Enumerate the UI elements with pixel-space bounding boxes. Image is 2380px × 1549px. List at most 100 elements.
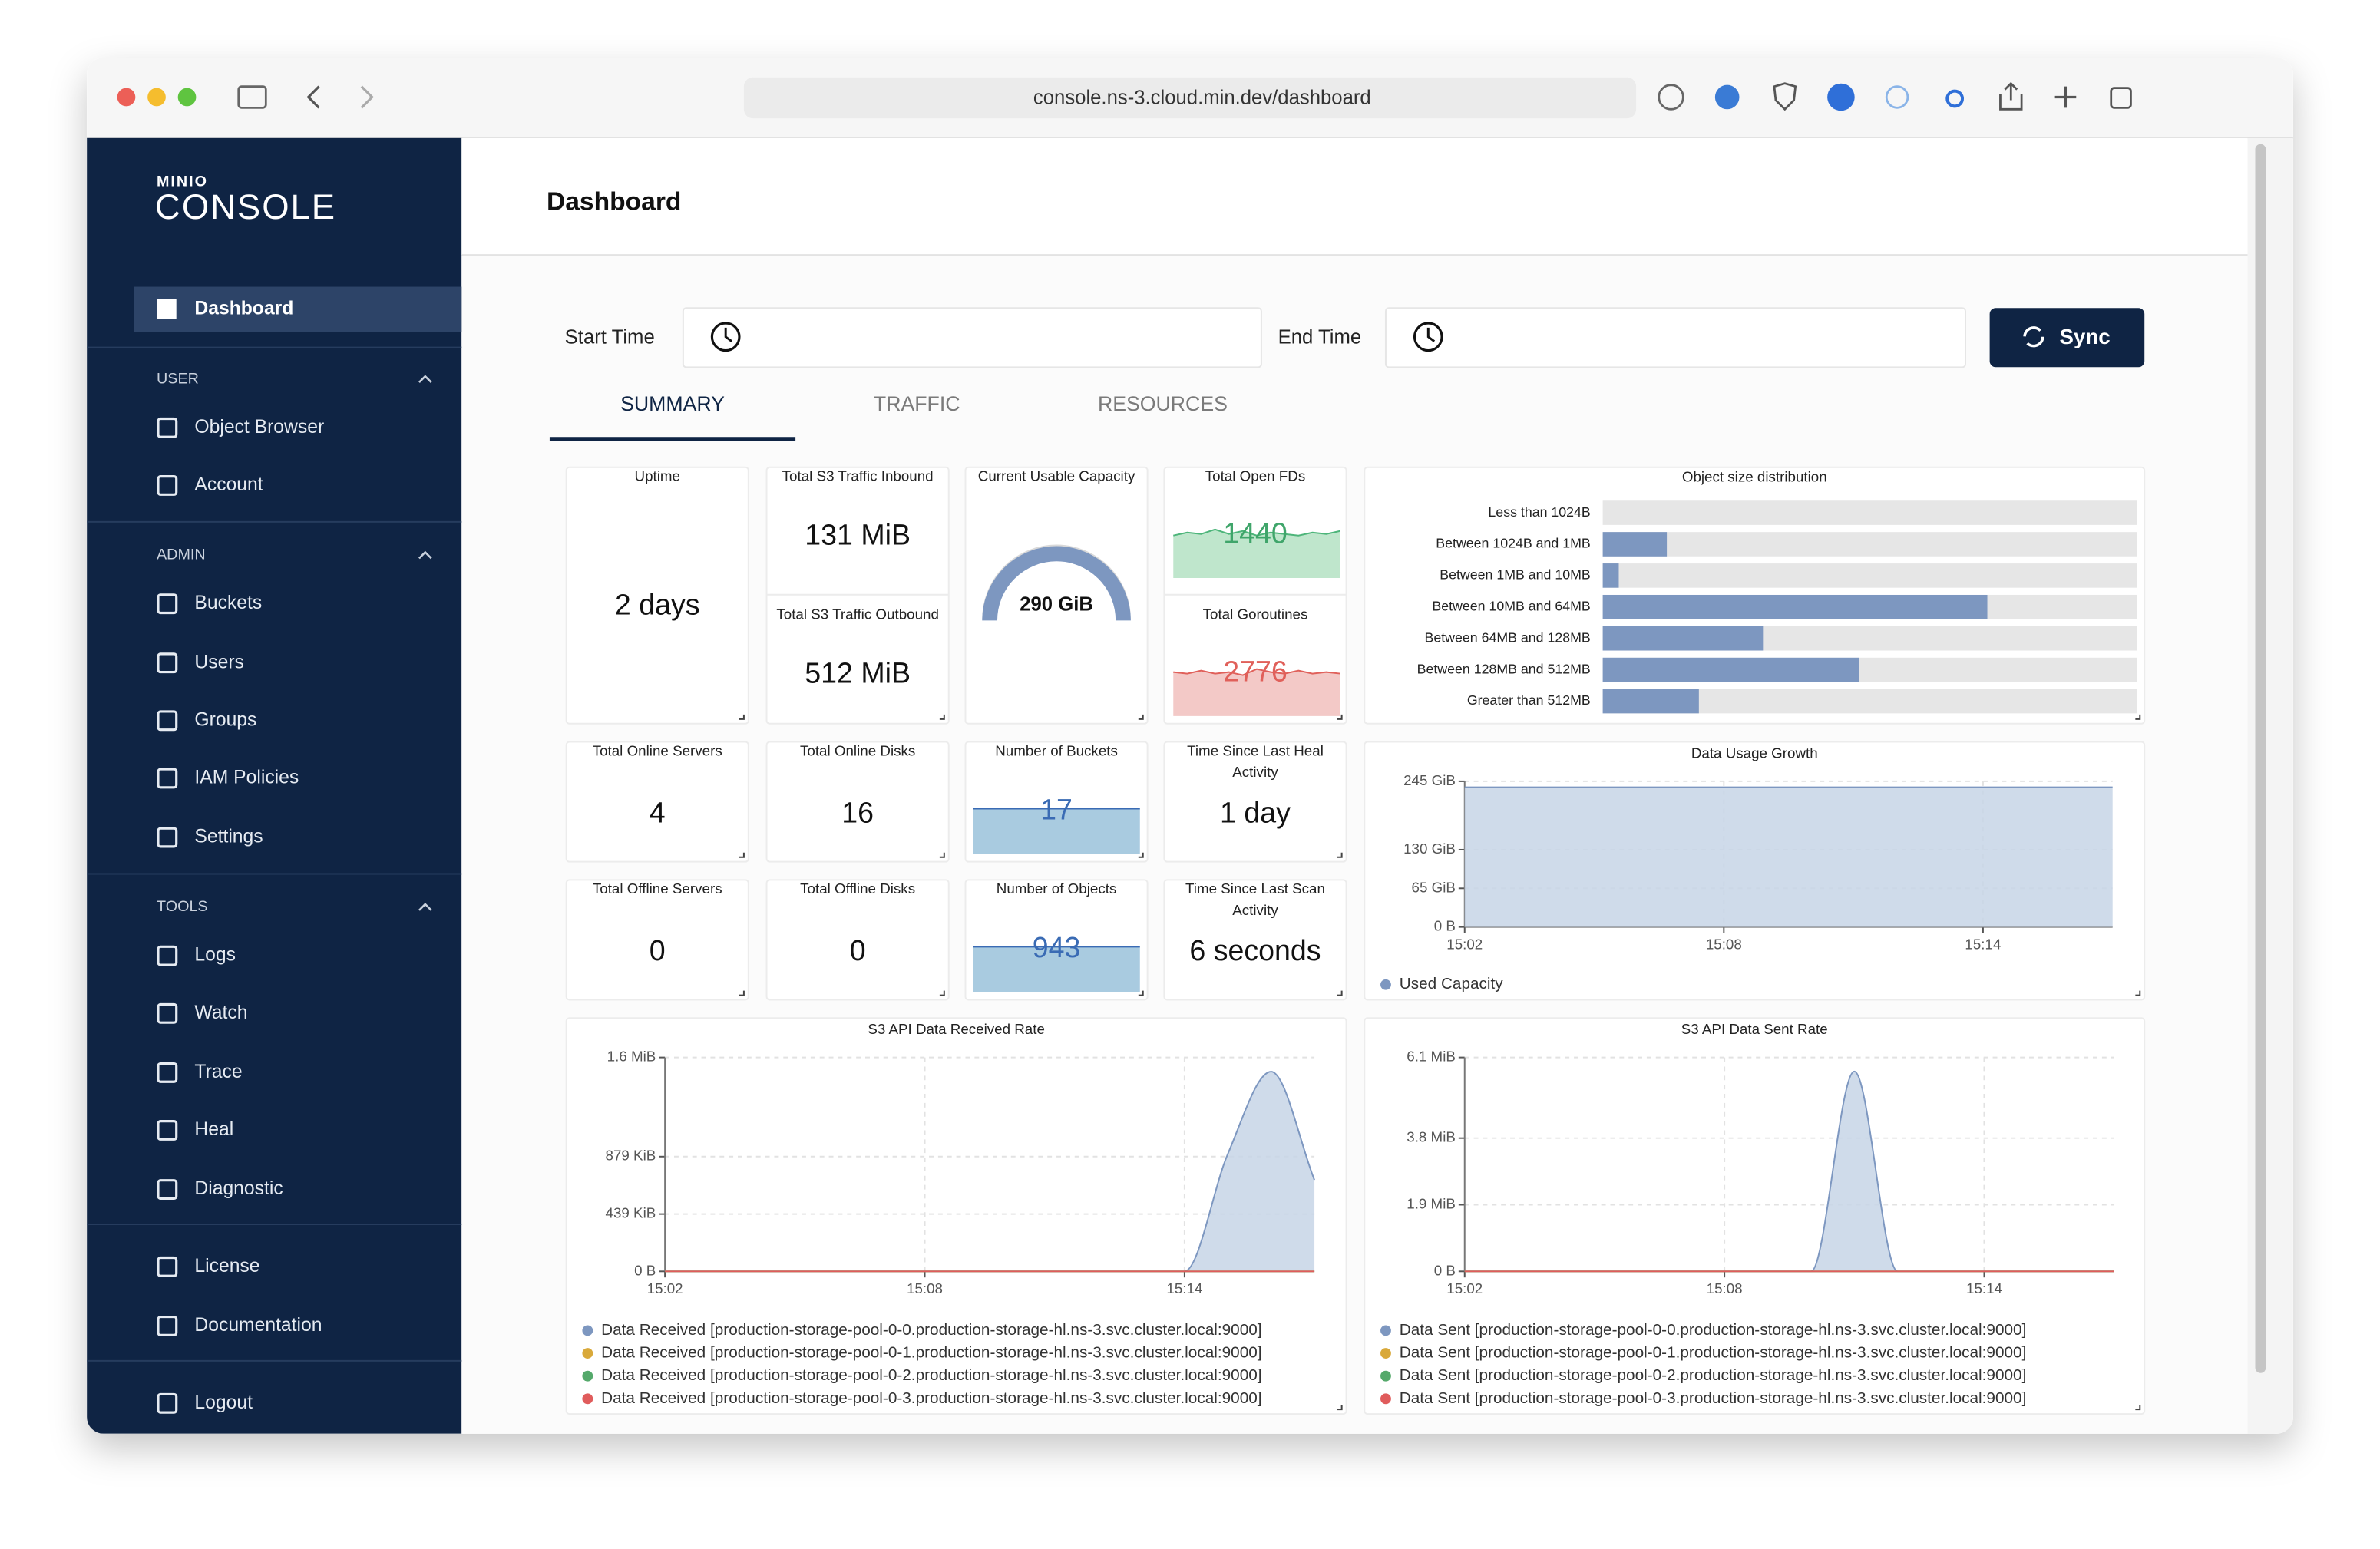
y-tick-label: 0 B: [1434, 918, 1456, 934]
card-value: 512 MiB: [805, 656, 911, 689]
address-bar[interactable]: [743, 77, 1637, 119]
y-tick-label: 439 KiB: [606, 1205, 656, 1221]
card: [1364, 1017, 2146, 1415]
ghost-icon[interactable]: [1885, 85, 1909, 109]
legend-swatch: [582, 1325, 593, 1336]
bar: [1602, 657, 1859, 682]
start-input[interactable]: [682, 307, 1262, 368]
share-icon[interactable]: [1999, 81, 2023, 111]
nav-icon: [157, 1256, 178, 1277]
y-tick-label: 0 B: [1434, 1262, 1456, 1278]
nav-icon: [157, 827, 178, 848]
sidebar-toggle[interactable]: [237, 85, 267, 109]
x-tick-label: 15:02: [1446, 1280, 1483, 1296]
tab: RESOURCES: [1098, 392, 1228, 415]
back-button[interactable]: [306, 85, 320, 109]
card-value: 0: [650, 934, 666, 966]
legend-label: Data Sent [production-storage-pool-0-0.p…: [1400, 1321, 2027, 1339]
nav-icon: [157, 945, 178, 966]
zoom-button[interactable]: [177, 88, 197, 107]
window-content: console.ns-3.cloud.min.dev/dashboard Das…: [87, 58, 2293, 1434]
resize-handle: [1138, 852, 1144, 858]
tab: SUMMARY: [620, 392, 725, 415]
nav-item: Diagnostic: [194, 1178, 283, 1199]
card-title-box: Number of Objects: [996, 881, 1117, 899]
card-value: 1 day: [1220, 796, 1291, 828]
shield-icon[interactable]: [1773, 82, 1797, 111]
card-title-box: Total Online Servers: [593, 743, 722, 760]
card-title: Total Online Disks: [800, 743, 916, 761]
bar-label: Between 1MB and 10MB: [1440, 567, 1591, 583]
nav-icon: [157, 299, 177, 319]
new-tab-icon[interactable]: [2054, 86, 2077, 108]
nav-icon: [157, 593, 178, 615]
forward-button[interactable]: [360, 85, 374, 109]
resize-handle: [739, 990, 745, 996]
tabs-icon[interactable]: [2110, 87, 2132, 109]
card: [565, 741, 749, 863]
card-title-box: Current Usable Capacity: [977, 468, 1135, 486]
x-tick-label: 15:08: [907, 1280, 943, 1296]
end-label: End Time: [1278, 327, 1362, 348]
x-tick-label: 15:08: [1707, 1280, 1743, 1296]
card-value: 4: [650, 796, 666, 828]
end-input[interactable]: [1384, 307, 1966, 368]
clock-icon: [710, 322, 741, 352]
clock-icon: [1413, 322, 1443, 352]
card-title: Total Open FDs: [1205, 468, 1306, 486]
card-title: Total Offline Servers: [592, 881, 722, 899]
resize-handle: [1337, 852, 1343, 858]
scrollbar-thumb[interactable]: [2255, 144, 2266, 1373]
card-title: Current Usable Capacity: [977, 468, 1135, 486]
nav-section-title: USER: [157, 370, 199, 387]
gauge-arc: [982, 546, 1131, 621]
bar: [1602, 626, 1764, 651]
chart-title: Object size distribution: [1682, 469, 1827, 485]
sync-icon: [2023, 326, 2044, 348]
legend-label: Data Sent [production-storage-pool-0-1.p…: [1400, 1344, 2027, 1362]
legend-swatch: [582, 1348, 593, 1359]
card-value: 131 MiB: [805, 519, 911, 551]
close-button[interactable]: [117, 88, 136, 107]
bar-track: [1602, 563, 2137, 588]
card-title: Number of Objects: [996, 881, 1117, 899]
chart-title: S3 API Data Sent Rate: [1681, 1021, 1828, 1037]
x-tick-label: 15:08: [1706, 936, 1742, 952]
card-title: Total S3 Traffic Outbound: [776, 606, 939, 624]
nav-item: Users: [194, 652, 243, 672]
resize-handle: [939, 852, 945, 858]
card: [1163, 879, 1347, 1001]
legend-swatch: [582, 1393, 593, 1405]
sync-button[interactable]: [1989, 308, 2145, 368]
nav-section-title: ADMIN: [157, 547, 206, 563]
bar-label: Between 10MB and 64MB: [1432, 598, 1590, 613]
logo-brand: MINIO: [157, 173, 208, 190]
card-title: Total S3 Traffic Inbound: [782, 468, 934, 486]
sparkline: [1173, 668, 1340, 676]
adblock-icon[interactable]: [1827, 83, 1855, 111]
x-tick-label: 15:14: [1965, 936, 2001, 952]
tab-indicator: [549, 437, 796, 441]
extension-icon[interactable]: [1945, 89, 1965, 108]
card-value: 16: [841, 796, 874, 828]
logo-product: CONSOLE: [155, 187, 336, 226]
nav-icon: [157, 1179, 178, 1201]
chart-title: Data Usage Growth: [1691, 745, 1818, 761]
extension-icon[interactable]: [1714, 84, 1740, 110]
collapse-chevron[interactable]: [418, 903, 432, 911]
downloads-icon[interactable]: [1658, 84, 1684, 111]
legend-label: Used Capacity: [1400, 975, 1504, 992]
y-tick-label: 1.6 MiB: [607, 1049, 656, 1065]
minimize-button[interactable]: [147, 88, 166, 107]
resize-handle: [939, 714, 945, 720]
card-title-box: Total Offline Servers: [592, 881, 722, 899]
collapse-chevron[interactable]: [418, 550, 432, 560]
collapse-chevron[interactable]: [418, 375, 432, 383]
sidebar: [87, 137, 462, 1434]
nav-icon: [157, 768, 178, 789]
page-title: Dashboard: [547, 188, 681, 216]
x-tick-label: 15:14: [1166, 1280, 1202, 1296]
bar-label: Between 128MB and 512MB: [1417, 661, 1591, 676]
nav-item: IAM Policies: [194, 767, 299, 788]
nav-item: Watch: [194, 1002, 247, 1023]
